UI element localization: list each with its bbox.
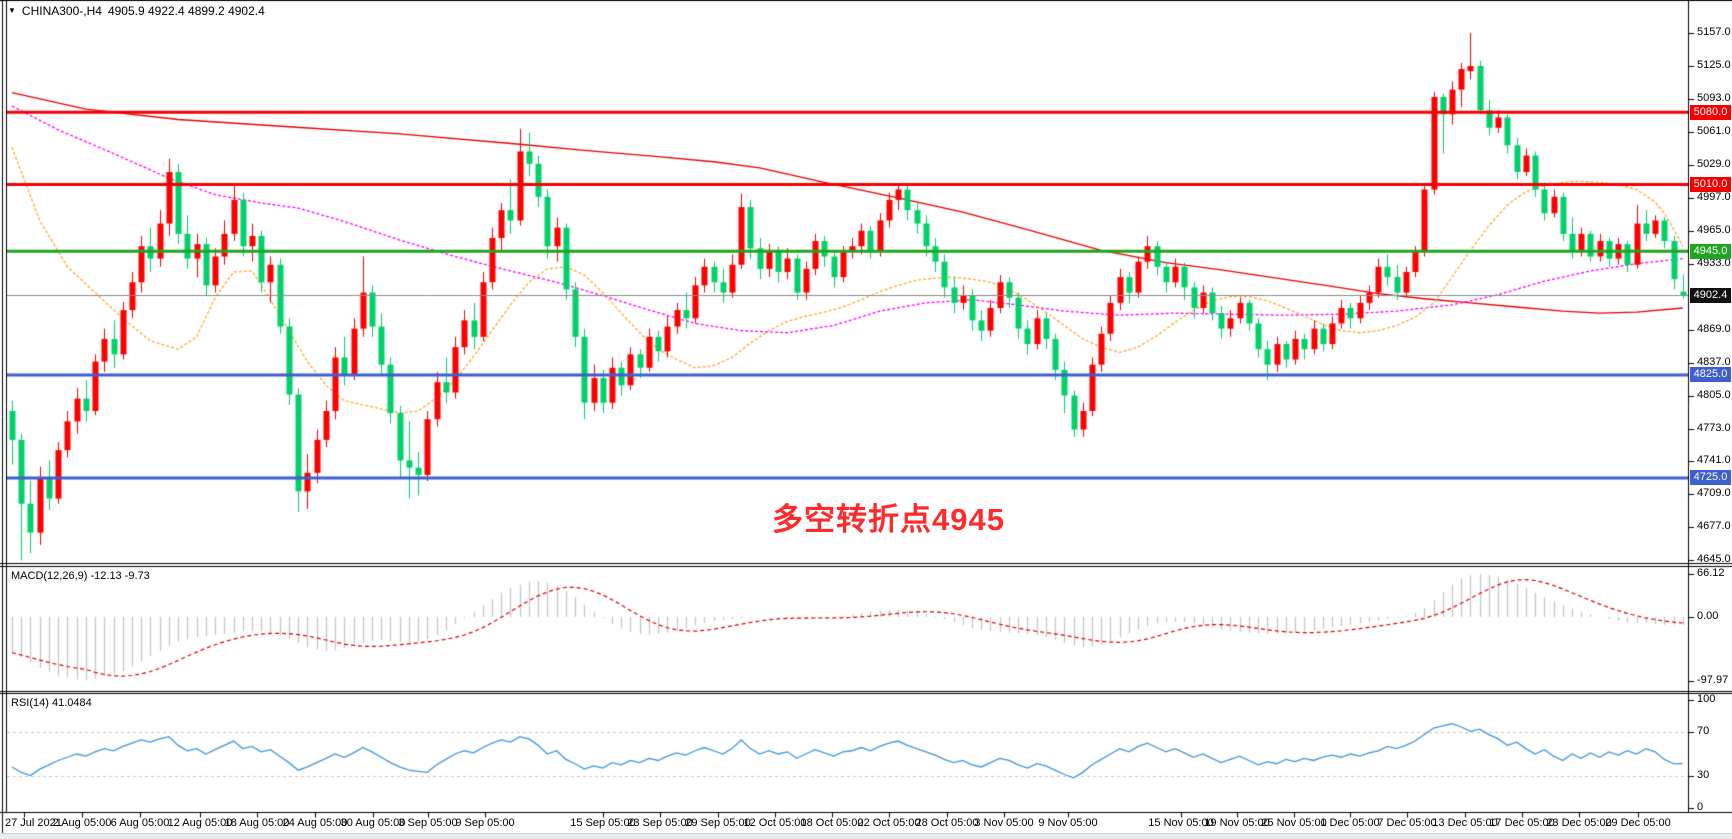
time-axis-label: 30 Aug 05:00 xyxy=(340,817,406,829)
rsi-name: RSI(14) xyxy=(11,697,49,709)
rsi-tick-label: 30 xyxy=(1697,768,1710,781)
price-tick-label: 4773.0 xyxy=(1697,421,1731,434)
time-axis-label: 29 Dec 05:00 xyxy=(1605,817,1671,829)
hline-price-badge: 4825.0 xyxy=(1690,367,1731,383)
rsi-tick-label: 70 xyxy=(1697,725,1710,738)
hline-price-badge: 5080.0 xyxy=(1690,104,1731,120)
macd-name: MACD(12,26,9) xyxy=(11,570,88,582)
time-axis-label: 18 Aug 05:00 xyxy=(224,817,290,829)
price-tick-label: 5157.0 xyxy=(1697,26,1731,38)
ohlc-quote-label: 4905.9 4922.4 4899.2 4902.4 xyxy=(107,4,265,18)
time-axis-label: 6 Aug 05:00 xyxy=(110,817,170,829)
price-tick-label: 5029.0 xyxy=(1697,157,1731,170)
bottom-status-strip xyxy=(0,833,1732,839)
time-axis-label: 9 Sep 05:00 xyxy=(455,817,515,829)
price-tick-label: 5125.0 xyxy=(1697,58,1731,71)
time-axis-label: 17 Dec 05:00 xyxy=(1489,817,1555,829)
time-axis-label: 15 Sep 05:00 xyxy=(570,817,636,829)
current-price-badge: 4902.4 xyxy=(1690,287,1731,303)
time-axis-label: 15 Nov 05:00 xyxy=(1148,817,1214,829)
price-tick-label: 5093.0 xyxy=(1697,91,1731,104)
price-tick-label: 4869.0 xyxy=(1697,322,1731,335)
time-axis-label: 28 Oct 05:00 xyxy=(915,817,979,829)
hline-price-badge: 4725.0 xyxy=(1690,470,1731,486)
macd-indicator-label: MACD(12,26,9) -12.13 -9.73 xyxy=(11,570,150,582)
time-axis-label: 9 Nov 05:00 xyxy=(1038,817,1098,829)
hline-price-badge: 5010.0 xyxy=(1690,176,1731,192)
chart-text-annotation[interactable]: 多空转折点4945 xyxy=(772,502,1005,537)
price-tick-label: 4933.0 xyxy=(1697,256,1731,269)
time-axis-label: 23 Dec 05:00 xyxy=(1546,817,1612,829)
rsi-indicator-label: RSI(14) 41.0484 xyxy=(11,697,92,709)
price-tick-label: 4965.0 xyxy=(1697,223,1731,236)
macd-values: -12.13 -9.73 xyxy=(90,570,150,582)
time-axis-label: 3 Sep 05:00 xyxy=(398,817,458,829)
price-tick-label: 4709.0 xyxy=(1697,487,1731,500)
time-axis-label: 18 Oct 05:00 xyxy=(800,817,864,829)
price-tick-label: 4677.0 xyxy=(1697,520,1731,533)
macd-tick-label: 66.12 xyxy=(1697,567,1725,580)
price-tick-label: 4741.0 xyxy=(1697,454,1731,467)
rsi-value: 41.0484 xyxy=(51,697,92,709)
time-axis-label: 27 Jul 2021 xyxy=(5,817,62,829)
price-tick-label: 4997.0 xyxy=(1697,190,1731,203)
price-tick-label: 4645.0 xyxy=(1697,553,1731,566)
time-axis-label: 3 Nov 05:00 xyxy=(974,817,1034,829)
collapse-toggle-icon[interactable]: ▼ xyxy=(8,6,16,15)
time-axis-label: 2 Aug 05:00 xyxy=(52,817,112,829)
time-axis-label: 22 Oct 05:00 xyxy=(857,817,921,829)
macd-tick-label: -97.97 xyxy=(1697,673,1729,686)
time-axis-label: 19 Nov 05:00 xyxy=(1204,817,1270,829)
symbol-header: ▼ CHINA300-,H4 4905.9 4922.4 4899.2 4902… xyxy=(8,4,265,18)
time-axis-label: 12 Aug 05:00 xyxy=(167,817,233,829)
time-axis-label: 25 Nov 05:00 xyxy=(1261,817,1327,829)
time-axis-label: 7 Dec 05:00 xyxy=(1377,817,1437,829)
rsi-tick-label: 0 xyxy=(1697,801,1704,813)
time-axis-label: 29 Sep 05:00 xyxy=(685,817,751,829)
symbol-period-label: CHINA300-,H4 xyxy=(21,4,102,18)
hline-price-badge: 4945.0 xyxy=(1690,243,1731,259)
time-axis-label: 24 Aug 05:00 xyxy=(282,817,348,829)
price-tick-label: 4805.0 xyxy=(1697,388,1731,401)
time-axis-label: 13 Dec 05:00 xyxy=(1432,817,1498,829)
time-axis-label: 23 Sep 05:00 xyxy=(627,817,693,829)
price-tick-label: 4837.0 xyxy=(1697,355,1731,368)
macd-tick-label: 0.00 xyxy=(1697,610,1719,622)
rsi-tick-label: 100 xyxy=(1697,693,1716,705)
time-axis-label: 1 Dec 05:00 xyxy=(1320,817,1380,829)
price-tick-label: 5061.0 xyxy=(1697,124,1731,137)
time-axis-label: 12 Oct 05:00 xyxy=(743,817,807,829)
